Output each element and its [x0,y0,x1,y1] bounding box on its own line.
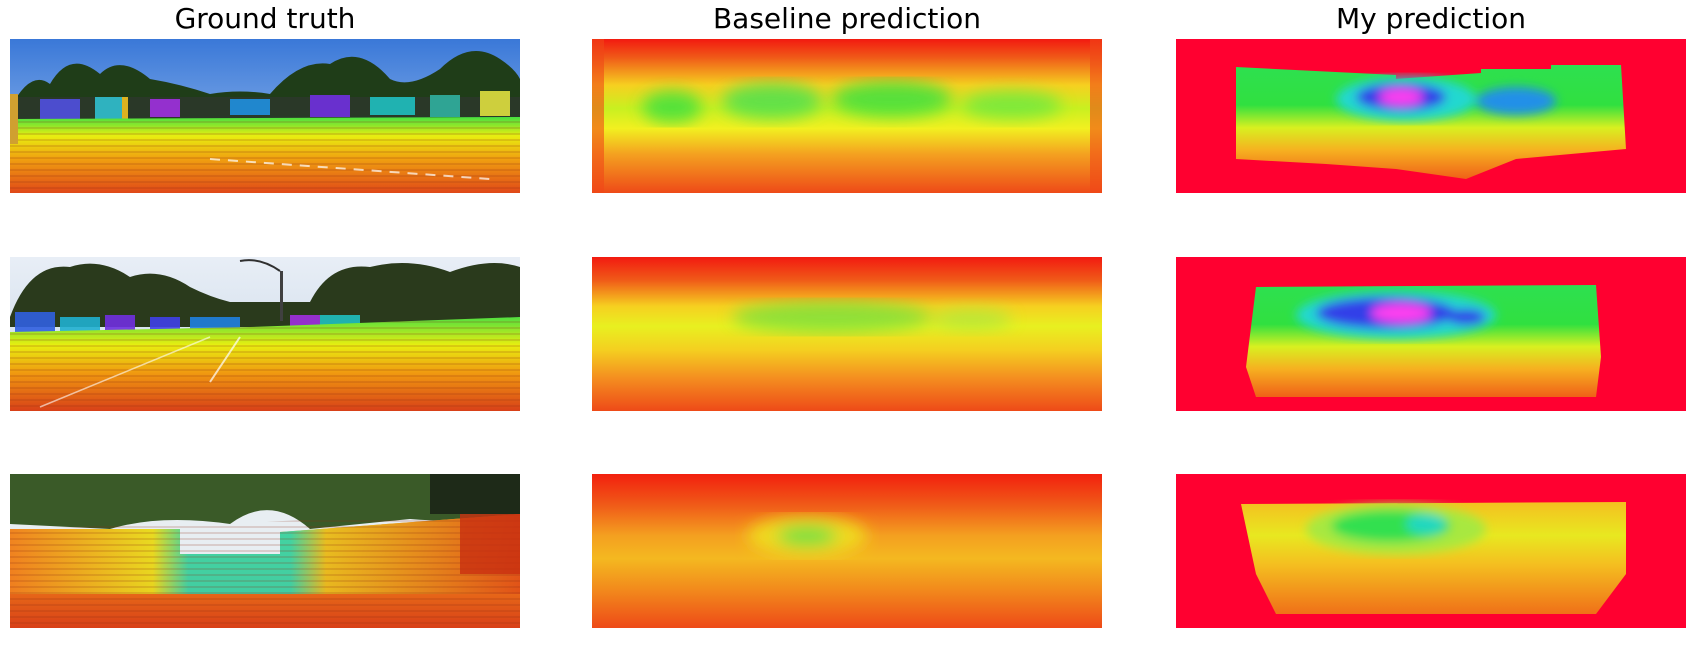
my-prediction-image-row-3 [1176,474,1686,628]
baseline-prediction-image-row-1 [592,39,1102,193]
my-prediction-image-row-2 [1176,257,1686,411]
my-prediction-image-row-1 [1176,39,1686,193]
ground-truth-image-row-3 [10,474,520,628]
column-title-ground-truth: Ground truth [174,2,356,35]
ground-truth-image-row-1 [10,39,520,193]
ground-truth-image-row-2 [10,257,520,411]
column-title-baseline-prediction: Baseline prediction [712,2,982,35]
baseline-prediction-image-row-3 [592,474,1102,628]
column-title-my-prediction: My prediction [1335,2,1527,35]
baseline-prediction-image-row-2 [592,257,1102,411]
